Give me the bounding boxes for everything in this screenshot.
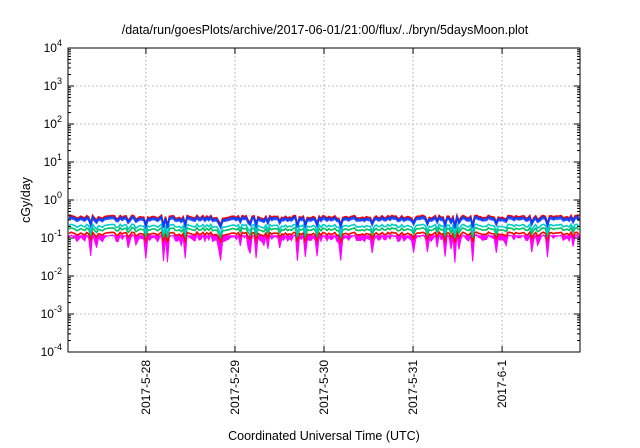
series-line [68, 224, 580, 240]
y-tick-label: 102 [44, 114, 62, 131]
y-tick-label: 10-1 [41, 228, 62, 245]
series-line [68, 221, 580, 237]
y-tick-label: 100 [44, 190, 62, 207]
series-line [68, 213, 580, 229]
x-axis-label: Coordinated Universal Time (UTC) [228, 429, 420, 443]
y-tick-label: 103 [44, 76, 62, 93]
chart-title: /data/run/goesPlots/archive/2017-06-01/2… [122, 23, 529, 37]
y-tick-label: 10-2 [41, 266, 62, 283]
series-line [68, 229, 580, 245]
y-axis: 10-4 10-3 10-2 10-1 100 101 102 103 104 [41, 38, 580, 359]
y-tick-label: 104 [44, 38, 62, 55]
x-tick-label: 2017-5-29 [228, 360, 242, 415]
x-axis: 2017-5-28 2017-5-29 2017-5-30 2017-5-31 2017… [139, 48, 509, 415]
y-tick-label: 101 [44, 152, 62, 169]
series-line [68, 215, 580, 231]
grid [68, 48, 580, 352]
series-group [68, 212, 580, 263]
y-axis-label: cGy/day [19, 176, 33, 223]
x-tick-label: 2017-5-30 [317, 360, 331, 415]
y-tick-label: 10-3 [41, 304, 62, 321]
x-tick-label: 2017-5-31 [406, 360, 420, 415]
x-tick-label: 2017-6-1 [495, 360, 509, 408]
series-area [68, 232, 580, 263]
y-tick-label: 10-4 [41, 342, 62, 359]
x-tick-label: 2017-5-28 [139, 360, 153, 415]
series-line [68, 212, 580, 228]
